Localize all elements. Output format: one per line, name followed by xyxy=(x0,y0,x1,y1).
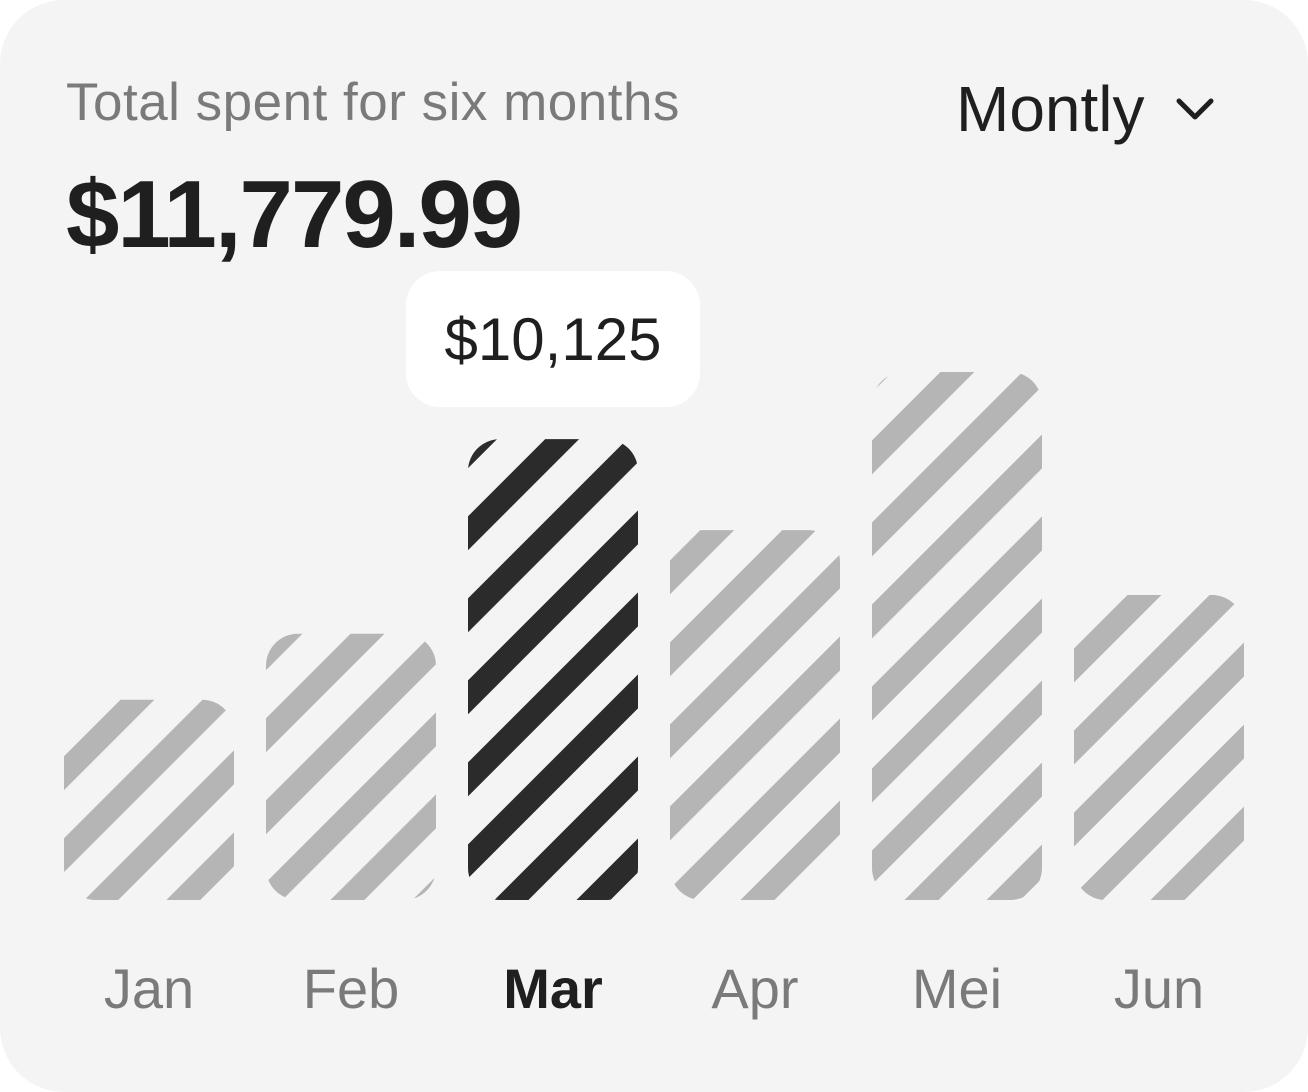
bar-apr[interactable] xyxy=(670,530,840,900)
tooltip-box xyxy=(406,271,700,408)
bar-mei[interactable] xyxy=(872,372,1042,900)
card-subtitle: Total spent for six months xyxy=(66,73,680,132)
total-amount: $11,779.99 xyxy=(66,161,523,268)
bar-feb[interactable] xyxy=(266,633,436,900)
x-tick-label-jan: Jan xyxy=(104,957,194,1020)
x-tick-label-mei: Mei xyxy=(912,957,1002,1020)
tooltip-value: $10,125 xyxy=(445,306,662,373)
chevron-down-icon xyxy=(1176,98,1213,120)
x-tick-label-apr: Apr xyxy=(711,957,798,1020)
x-tick-label-feb: Feb xyxy=(303,957,400,1020)
bar-jan[interactable] xyxy=(64,699,234,900)
x-tick-label-jun: Jun xyxy=(1114,957,1204,1020)
period-dropdown-label: Montly xyxy=(956,73,1145,145)
x-tick-label-mar: Mar xyxy=(503,957,603,1020)
period-dropdown[interactable]: Montly xyxy=(956,72,1215,146)
bar-jun[interactable] xyxy=(1074,595,1244,900)
bar-mar[interactable] xyxy=(468,439,638,900)
